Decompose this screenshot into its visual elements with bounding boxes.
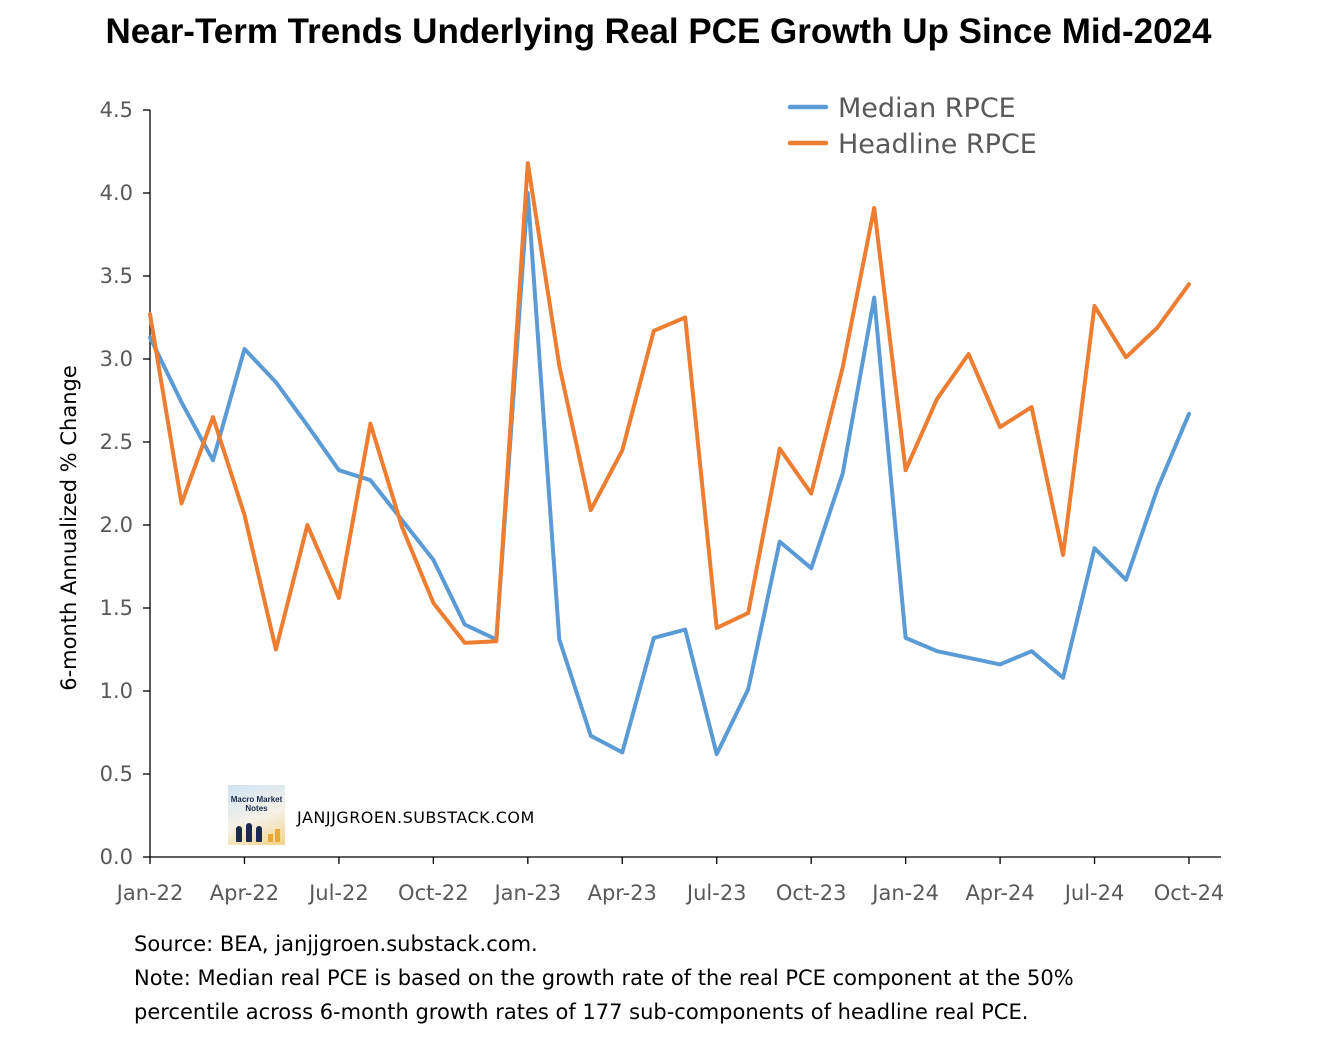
y-tick-label: 4.5 bbox=[100, 98, 133, 122]
x-tick-label: Jul-24 bbox=[1063, 881, 1125, 905]
y-tick-label: 0.0 bbox=[100, 845, 133, 869]
x-tick-label: Jul-23 bbox=[685, 881, 747, 905]
x-tick-label: Oct-22 bbox=[398, 881, 469, 905]
logo-figure-icon bbox=[246, 823, 252, 842]
logo-text-line2: Notes bbox=[245, 804, 268, 813]
macro-market-notes-logo: Macro Market Notes bbox=[228, 785, 285, 845]
x-tick-label: Jan-24 bbox=[870, 881, 939, 905]
line-chart: 0.0 0.5 1.0 1.5 2.0 2.5 3.0 3.5 4.0 4.5 Jan-22 Apr-… bbox=[57, 93, 1225, 905]
methodology-note-line2: percentile across 6-month growth rates o… bbox=[134, 1000, 1029, 1024]
y-tick-label: 3.5 bbox=[100, 264, 133, 288]
series-line-median-rpce bbox=[148, 191, 1191, 757]
chart-title: Near-Term Trends Underlying Real PCE Gro… bbox=[105, 12, 1212, 51]
chart-axes: 0.0 0.5 1.0 1.5 2.0 2.5 3.0 3.5 4.0 4.5 Jan-22 Apr-… bbox=[100, 98, 1225, 905]
x-tick-label: Apr-23 bbox=[588, 881, 657, 905]
x-tick-label: Jul-22 bbox=[307, 881, 369, 905]
y-tick-label: 4.0 bbox=[100, 181, 133, 205]
source-note: Source: BEA, janjjgroen.substack.com. bbox=[134, 932, 538, 956]
logo-figure-icon bbox=[236, 826, 242, 842]
logo-bar-icon bbox=[268, 834, 273, 842]
x-tick-label: Jan-22 bbox=[115, 881, 184, 905]
methodology-note-line1: Note: Median real PCE is based on the gr… bbox=[134, 966, 1074, 990]
y-tick-label: 1.0 bbox=[100, 679, 133, 703]
watermark-text: JANJJGROEN.SUBSTACK.COM bbox=[296, 808, 535, 827]
x-tick-label: Apr-24 bbox=[965, 881, 1034, 905]
logo-bar-icon bbox=[275, 829, 280, 842]
x-tick-label: Jan-23 bbox=[492, 881, 561, 905]
legend-label: Median RPCE bbox=[838, 93, 1016, 124]
y-axis-label: 6-month Annualized % Change bbox=[57, 365, 81, 691]
logo-text-line1: Macro Market bbox=[230, 795, 283, 804]
y-tick-label: 1.5 bbox=[100, 596, 133, 620]
y-tick-label: 2.5 bbox=[100, 430, 133, 454]
chart-lines bbox=[148, 161, 1191, 757]
x-tick-label: Oct-24 bbox=[1154, 881, 1225, 905]
y-tick-label: 2.0 bbox=[100, 513, 133, 537]
x-tick-label: Apr-22 bbox=[210, 881, 279, 905]
y-tick-label: 3.0 bbox=[100, 347, 133, 371]
legend-label: Headline RPCE bbox=[838, 129, 1037, 160]
chart-legend: Median RPCE Headline RPCE bbox=[787, 93, 1037, 160]
series-line-headline-rpce bbox=[148, 161, 1191, 652]
y-tick-label: 0.5 bbox=[100, 762, 133, 786]
x-tick-label: Oct-23 bbox=[776, 881, 847, 905]
logo-figure-icon bbox=[256, 826, 262, 842]
